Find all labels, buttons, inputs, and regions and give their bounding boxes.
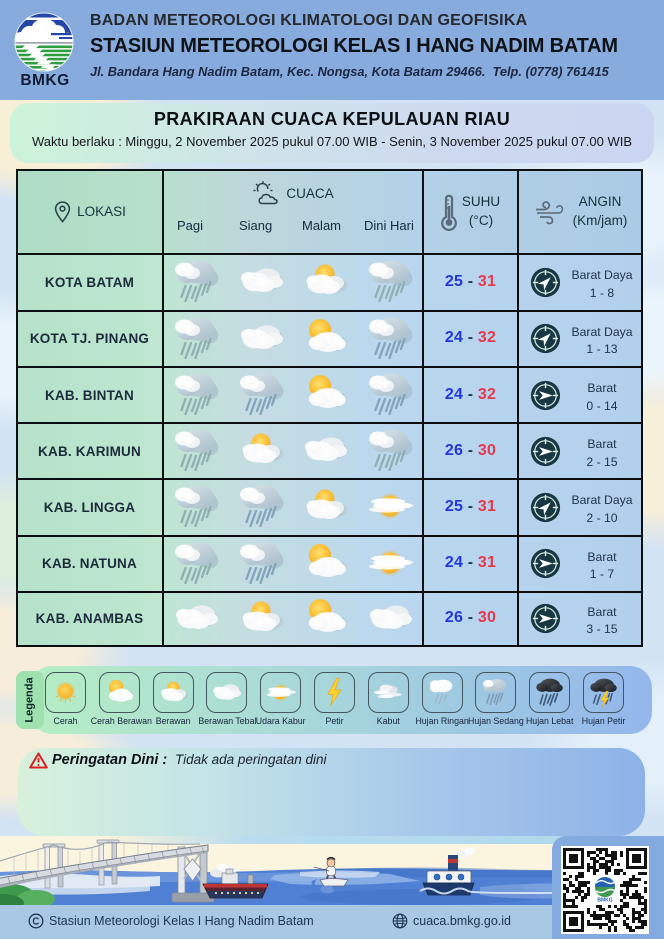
svg-text:BMKG: BMKG bbox=[597, 898, 612, 904]
